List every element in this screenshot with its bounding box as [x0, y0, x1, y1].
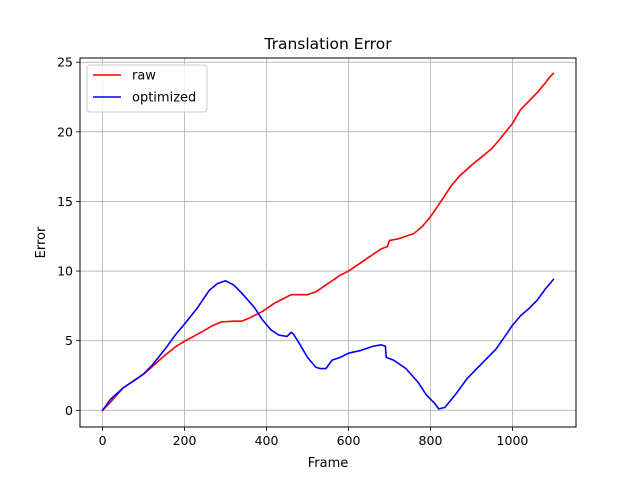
series-lines: [101, 72, 555, 412]
series-line-raw: [101, 72, 555, 412]
y-tick-label: 25: [57, 55, 73, 70]
plot-area-frame: [79, 57, 577, 428]
x-tick-label: 200: [173, 433, 197, 448]
series-line-optimized: [101, 278, 555, 412]
grid: [80, 58, 576, 427]
axis-ticks: 0 200 400 600 800 1000 0 5 10 15 20 25: [57, 55, 528, 448]
x-tick-label: 400: [255, 433, 279, 448]
legend: raw optimized: [86, 64, 208, 113]
legend-box: [86, 64, 208, 113]
x-axis-title: Frame: [308, 456, 349, 471]
x-tick-label: 600: [337, 433, 361, 448]
x-tick-label: 0: [99, 433, 107, 448]
x-tick-label: 1000: [497, 433, 529, 448]
legend-label-optimized: optimized: [132, 91, 196, 106]
chart-title: Translation Error: [263, 35, 392, 53]
legend-label-raw: raw: [132, 69, 156, 84]
x-tick-label: 800: [419, 433, 443, 448]
y-tick-label: 20: [57, 124, 73, 139]
y-tick-label: 10: [57, 264, 73, 279]
y-tick-label: 15: [57, 194, 73, 209]
y-tick-label: 5: [65, 333, 73, 348]
y-axis-title: Error: [34, 226, 49, 258]
y-tick-label: 0: [65, 403, 73, 418]
